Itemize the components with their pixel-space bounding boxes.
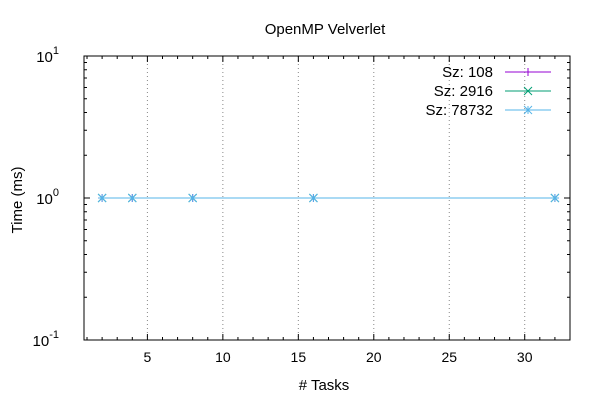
y-tick-base: 10 xyxy=(36,49,53,66)
legend-marker xyxy=(524,68,532,76)
series-3 xyxy=(97,193,560,203)
legend: Sz: 108 Sz: 2916 Sz: 78732 xyxy=(425,64,551,119)
x-axis-label: # Tasks xyxy=(299,377,350,394)
x-tick-label: 5 xyxy=(143,349,151,365)
legend-marker xyxy=(523,105,533,115)
chart-title: OpenMP Velverlet xyxy=(265,21,386,38)
x-tick-label: 25 xyxy=(441,349,457,365)
y-tick-base: 10 xyxy=(36,191,53,208)
y-tick-exponent: -1 xyxy=(49,329,59,341)
legend-label: Sz: 2916 xyxy=(434,83,493,100)
grid-lines xyxy=(146,56,526,340)
x-tick-label: 10 xyxy=(215,349,231,365)
x-tick-label: 15 xyxy=(291,349,307,365)
data-point xyxy=(127,193,137,203)
data-point xyxy=(97,193,107,203)
data-point xyxy=(309,193,318,203)
y-tick-label: 100 xyxy=(36,187,59,208)
legend-marker xyxy=(523,86,533,96)
x-tick-label: 20 xyxy=(366,349,382,365)
y-tick-exponent: 0 xyxy=(53,187,59,199)
series-layer xyxy=(97,193,560,203)
y-tick-exponent: 1 xyxy=(53,45,59,57)
legend-label: Sz: 108 xyxy=(442,64,493,81)
y-tick-label: 10-1 xyxy=(33,329,59,350)
x-tick-label: 30 xyxy=(517,349,533,365)
data-point xyxy=(188,193,198,203)
y-tick-label: 101 xyxy=(36,45,59,66)
y-axis-label: Time (ms) xyxy=(9,167,26,234)
y-tick-base: 10 xyxy=(33,333,50,350)
legend-label: Sz: 78732 xyxy=(425,102,493,119)
data-point xyxy=(550,193,560,203)
x-axis: 5 10 15 20 25 30 xyxy=(86,56,556,365)
